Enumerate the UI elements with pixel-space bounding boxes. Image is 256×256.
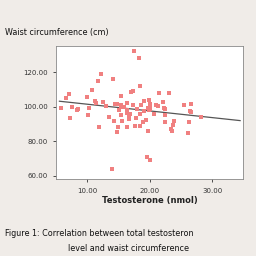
Point: [119, 113, 123, 117]
Point: [146, 105, 150, 110]
Point: [104, 104, 108, 109]
Point: [142, 99, 146, 103]
Point: [125, 101, 129, 105]
Point: [156, 104, 160, 108]
Point: [170, 123, 175, 127]
Point: [116, 125, 120, 129]
Point: [125, 125, 129, 129]
Point: [119, 93, 123, 98]
Point: [148, 107, 152, 111]
Point: [139, 103, 143, 107]
Point: [145, 155, 149, 159]
Point: [110, 167, 114, 171]
Point: [148, 102, 152, 106]
Point: [138, 84, 142, 88]
Point: [188, 109, 192, 113]
Point: [90, 88, 94, 92]
X-axis label: Testosterone (nmol): Testosterone (nmol): [102, 196, 198, 205]
Point: [125, 108, 129, 112]
Point: [119, 103, 123, 107]
Point: [134, 116, 138, 121]
Point: [169, 127, 173, 131]
Point: [127, 112, 132, 116]
Point: [120, 119, 124, 123]
Point: [76, 106, 80, 111]
Point: [135, 107, 139, 111]
Point: [154, 103, 158, 107]
Point: [144, 118, 148, 122]
Point: [172, 119, 176, 123]
Point: [163, 107, 167, 111]
Point: [199, 115, 203, 119]
Point: [152, 112, 156, 116]
Point: [137, 112, 142, 116]
Point: [163, 113, 167, 117]
Point: [136, 56, 141, 60]
Point: [122, 105, 126, 110]
Point: [147, 108, 151, 112]
Point: [161, 100, 165, 104]
Point: [127, 117, 131, 121]
Text: Figure 1: Correlation between total testosteron: Figure 1: Correlation between total test…: [5, 229, 194, 238]
Point: [162, 106, 166, 110]
Point: [138, 123, 143, 127]
Point: [113, 102, 117, 106]
Point: [146, 129, 151, 133]
Point: [157, 91, 162, 95]
Point: [115, 102, 119, 106]
Point: [141, 120, 145, 124]
Point: [63, 96, 68, 100]
Point: [148, 106, 152, 110]
Point: [182, 102, 186, 106]
Point: [189, 110, 193, 114]
Point: [87, 113, 91, 117]
Point: [148, 158, 152, 162]
Point: [97, 125, 101, 129]
Point: [93, 99, 98, 103]
Point: [133, 123, 137, 127]
Point: [87, 106, 91, 110]
Point: [101, 100, 105, 104]
Point: [147, 98, 151, 102]
Point: [68, 116, 72, 120]
Point: [116, 108, 121, 112]
Point: [189, 102, 194, 106]
Point: [112, 119, 116, 123]
Text: Waist circumference (cm): Waist circumference (cm): [5, 28, 109, 37]
Point: [96, 79, 100, 83]
Point: [70, 105, 74, 109]
Point: [67, 92, 71, 96]
Point: [163, 120, 167, 124]
Point: [111, 77, 115, 81]
Point: [187, 120, 191, 124]
Point: [125, 111, 129, 115]
Point: [129, 90, 133, 94]
Point: [131, 89, 135, 93]
Point: [142, 109, 146, 113]
Point: [127, 113, 131, 118]
Point: [185, 131, 189, 135]
Point: [59, 106, 63, 110]
Point: [106, 115, 111, 119]
Point: [99, 72, 103, 76]
Text: level and waist circumference: level and waist circumference: [68, 244, 188, 253]
Point: [115, 130, 119, 134]
Point: [131, 103, 135, 107]
Point: [170, 129, 174, 133]
Point: [75, 108, 79, 112]
Point: [94, 101, 98, 105]
Point: [132, 49, 136, 53]
Point: [167, 91, 171, 95]
Point: [84, 95, 89, 99]
Point: [119, 105, 123, 109]
